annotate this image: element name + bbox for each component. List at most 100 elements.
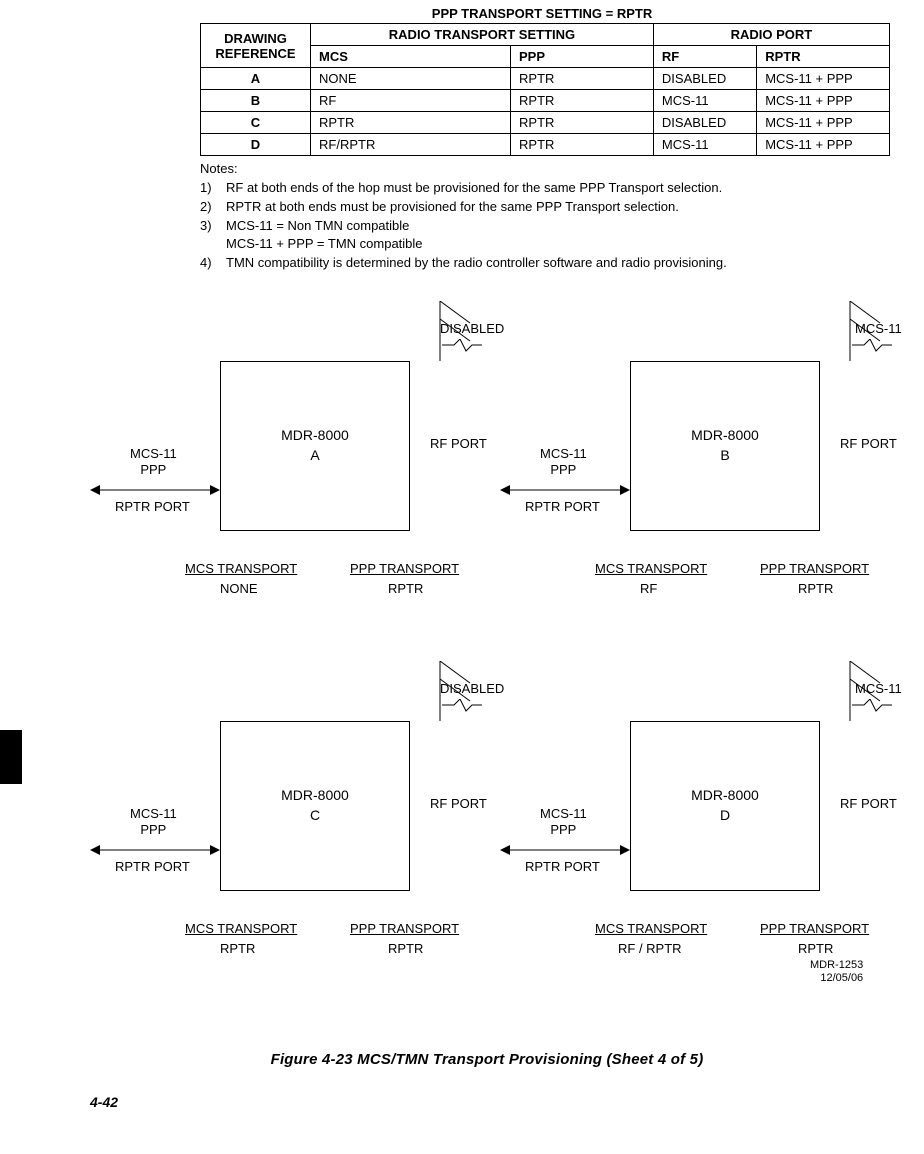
note-text: RPTR at both ends must be provisioned fo… [226,198,679,217]
device-box: MDR-8000 B [630,361,820,531]
cell-mcs: RPTR [311,112,511,134]
cell-mcs: RF [311,90,511,112]
mcs-transport-heading: MCS TRANSPORT [595,921,707,936]
rf-port-label: RF PORT [840,436,897,451]
table-header-row: DRAWING REFERENCE RADIO TRANSPORT SETTIN… [201,24,890,46]
rf-port-label: RF PORT [840,796,897,811]
note-item: 1)RF at both ends of the hop must be pro… [200,179,884,198]
ppp-transport-value: RPTR [388,941,423,956]
note-item: 2)RPTR at both ends must be provisioned … [200,198,884,217]
subcol-rptr: RPTR [757,46,890,68]
cell-rf: DISABLED [653,112,756,134]
note-num: 4) [200,254,226,273]
mcs-transport-value: RF [640,581,657,596]
subcol-rf: RF [653,46,756,68]
note-text: RF at both ends of the hop must be provi… [226,179,722,198]
cell-ppp: RPTR [511,90,654,112]
notes-block: Notes: 1)RF at both ends of the hop must… [200,156,884,273]
note-num: 2) [200,198,226,217]
table-row: A NONE RPTR DISABLED MCS-11 + PPP [201,68,890,90]
col-radio-transport: RADIO TRANSPORT SETTING [311,24,654,46]
cell-ppp: RPTR [511,68,654,90]
rptr-port-label: RPTR PORT [525,859,600,874]
antenna-icon [420,661,480,731]
diagram-area: MDR-8000 A DISABLED RF PORT MCS-11 PPP [90,291,884,1011]
mcs-transport-value: RF / RPTR [618,941,682,956]
note-text: TMN compatibility is determined by the r… [226,254,727,273]
rptr-arrow-icon [90,843,220,857]
cell-rptr: MCS-11 + PPP [757,134,890,156]
device-letter: D [720,806,730,826]
page-number: 4-42 [90,1094,884,1110]
ppp-transport-heading: PPP TRANSPORT [760,921,869,936]
rptr-line-label: MCS-11 PPP [130,806,177,839]
cell-mcs: NONE [311,68,511,90]
device-name: MDR-8000 [691,426,759,446]
col-drawing-ref: DRAWING REFERENCE [201,24,311,68]
mcs-transport-heading: MCS TRANSPORT [185,921,297,936]
cell-ref: C [201,112,311,134]
table-row: C RPTR RPTR DISABLED MCS-11 + PPP [201,112,890,134]
diagram-block-a: MDR-8000 A DISABLED RF PORT MCS-11 PPP [90,291,510,611]
ppp-transport-value: RPTR [798,581,833,596]
figure-caption: Figure 4-23 MCS/TMN Transport Provisioni… [90,1051,884,1068]
cell-ref: B [201,90,311,112]
antenna-icon [830,661,890,731]
device-box: MDR-8000 A [220,361,410,531]
ground-icon [442,339,482,357]
note-num: 3) [200,217,226,255]
rf-status-label: MCS-11 [855,681,902,696]
source-reference: MDR-1253 12/05/06 [810,959,863,985]
note-num: 1) [200,179,226,198]
rptr-line-label: MCS-11 PPP [540,806,587,839]
subcol-mcs: MCS [311,46,511,68]
rptr-arrow-icon [500,483,630,497]
settings-table: DRAWING REFERENCE RADIO TRANSPORT SETTIN… [200,23,890,156]
ppp-transport-value: RPTR [798,941,833,956]
ppp-transport-heading: PPP TRANSPORT [350,921,459,936]
device-name: MDR-8000 [281,786,349,806]
col-radio-port: RADIO PORT [653,24,889,46]
device-letter: B [720,446,729,466]
diagram-block-d: MDR-8000 D MCS-11 RF PORT MCS-11 PPP RPT… [500,651,920,971]
rptr-port-label: RPTR PORT [115,499,190,514]
rf-status-label: DISABLED [440,321,504,336]
rf-status-label: MCS-11 [855,321,902,336]
cell-rptr: MCS-11 + PPP [757,68,890,90]
cell-ppp: RPTR [511,112,654,134]
ground-icon [442,699,482,717]
device-box: MDR-8000 D [630,721,820,891]
mcs-transport-value: NONE [220,581,258,596]
antenna-icon [830,301,890,371]
cell-ref: A [201,68,311,90]
subcol-ppp: PPP [511,46,654,68]
rptr-line-label: MCS-11 PPP [130,446,177,479]
cell-rf: DISABLED [653,68,756,90]
notes-heading: Notes: [200,160,884,179]
rf-status-label: DISABLED [440,681,504,696]
mcs-transport-heading: MCS TRANSPORT [185,561,297,576]
cell-ppp: RPTR [511,134,654,156]
rptr-port-label: RPTR PORT [115,859,190,874]
antenna-icon [420,301,480,371]
ppp-transport-value: RPTR [388,581,423,596]
mcs-transport-value: RPTR [220,941,255,956]
note-item: 4)TMN compatibility is determined by the… [200,254,884,273]
cell-rf: MCS-11 [653,134,756,156]
rptr-arrow-icon [90,483,220,497]
table-row: B RF RPTR MCS-11 MCS-11 + PPP [201,90,890,112]
rptr-arrow-icon [500,843,630,857]
ground-icon [852,699,892,717]
rptr-port-label: RPTR PORT [525,499,600,514]
page-content: PPP TRANSPORT SETTING = RPTR DRAWING REF… [0,0,924,1130]
cell-rf: MCS-11 [653,90,756,112]
table-row: D RF/RPTR RPTR MCS-11 MCS-11 + PPP [201,134,890,156]
table-title: PPP TRANSPORT SETTING = RPTR [200,0,884,23]
diagram-block-b: MDR-8000 B MCS-11 RF PORT MCS-11 PPP RPT… [500,291,920,611]
cell-mcs: RF/RPTR [311,134,511,156]
rf-port-label: RF PORT [430,436,487,451]
cell-rptr: MCS-11 + PPP [757,112,890,134]
mcs-transport-heading: MCS TRANSPORT [595,561,707,576]
rptr-line-label: MCS-11 PPP [540,446,587,479]
ppp-transport-heading: PPP TRANSPORT [760,561,869,576]
